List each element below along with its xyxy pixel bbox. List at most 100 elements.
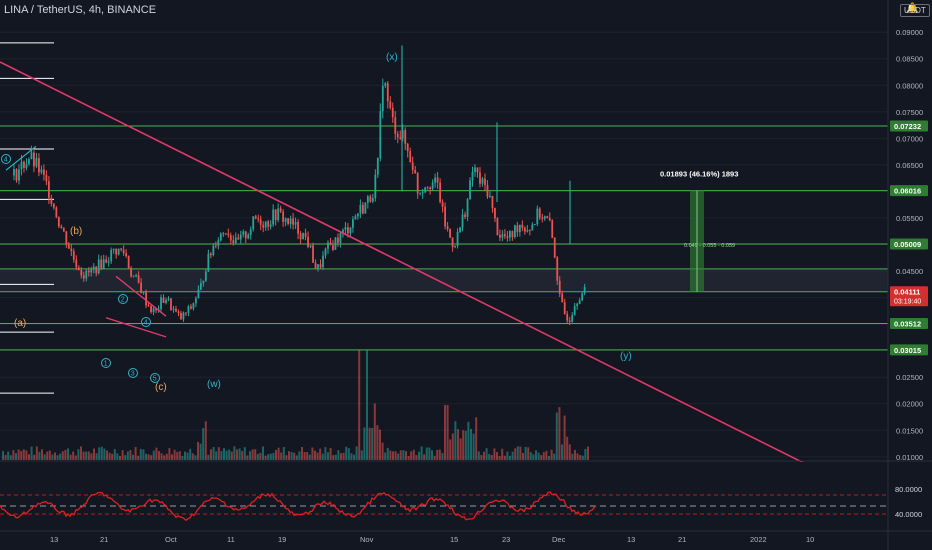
volume-bar <box>454 421 457 460</box>
volume-bar <box>251 449 254 460</box>
candle-body <box>499 234 501 238</box>
candle-body <box>312 245 314 263</box>
volume-bar <box>405 451 407 460</box>
candle-body <box>57 217 60 227</box>
candle-body <box>254 216 257 219</box>
candle-body <box>140 282 142 294</box>
candle-body <box>25 163 28 168</box>
candle-body <box>214 245 217 247</box>
volume-bar <box>223 448 225 460</box>
volume-bar <box>43 454 46 460</box>
volume-bar <box>124 455 127 460</box>
volume-bar <box>381 442 384 460</box>
currency-badge[interactable]: USDT <box>900 4 930 17</box>
volume-bar <box>412 449 415 460</box>
candle-body <box>394 117 397 134</box>
targets-label: 0.049 - 0.055 - 0.059 <box>684 243 735 249</box>
candle-body <box>337 237 339 243</box>
volume-bar <box>519 446 522 460</box>
volume-bar <box>553 453 556 460</box>
volume-bar <box>212 446 215 460</box>
price-badge <box>890 344 928 356</box>
candle-body <box>242 231 245 235</box>
candle-body <box>556 257 559 281</box>
volume-bar <box>542 452 545 460</box>
candle-body <box>344 227 347 230</box>
volume-bar <box>236 449 238 460</box>
wedge-line <box>115 275 167 317</box>
candle-body <box>327 242 329 249</box>
x-tick-label: 10 <box>806 535 814 544</box>
candle-body <box>471 171 474 181</box>
candle-body <box>401 130 404 139</box>
candle-body <box>122 249 125 253</box>
wave-label: (a) <box>14 318 26 329</box>
volume-bar <box>308 454 311 460</box>
volume-bar <box>241 450 244 460</box>
volume-bar <box>202 428 205 460</box>
candle-body <box>384 83 387 86</box>
candle-body <box>244 231 247 239</box>
volume-bar <box>295 455 298 460</box>
volume-bar <box>142 449 145 460</box>
candle-body <box>100 259 103 269</box>
volume-bar <box>490 454 493 460</box>
volume-bar <box>503 455 506 460</box>
volume-bar <box>25 450 28 460</box>
volume-bar <box>418 451 420 460</box>
candle-body <box>204 271 207 281</box>
wave-marker <box>118 294 128 304</box>
volume-bar <box>379 429 381 460</box>
candle-body <box>461 214 464 228</box>
volume-bar <box>535 450 537 460</box>
price-badge-label: 0.07232 <box>894 122 921 131</box>
volume-bar <box>132 454 134 460</box>
candle-body <box>279 208 282 212</box>
bell-icon[interactable]: 🔔 <box>906 3 919 14</box>
volume-bar <box>77 449 80 460</box>
volume-bar <box>306 452 309 460</box>
candle-body <box>257 218 260 220</box>
price-badge <box>890 185 928 197</box>
volume-bar <box>48 450 51 460</box>
volume-bar <box>457 429 459 460</box>
volume-bar <box>555 412 558 460</box>
candle-body <box>65 231 68 245</box>
candle-body <box>486 185 489 197</box>
x-tick-label: 23 <box>502 535 510 544</box>
volume-bar <box>303 451 306 460</box>
wave-marker <box>141 317 151 327</box>
volume-bar <box>516 446 519 460</box>
candle-body <box>531 224 534 231</box>
volume-bar <box>501 448 504 460</box>
candle-body <box>476 167 479 173</box>
candle-body <box>252 216 255 230</box>
candle-body <box>175 308 177 312</box>
candle-body <box>516 225 519 233</box>
x-tick-label: 2022 <box>750 535 767 544</box>
candle-body <box>30 152 33 160</box>
candle-body <box>50 197 53 204</box>
candle-body <box>207 253 210 272</box>
volume-bar <box>184 451 186 460</box>
volume-bar <box>249 451 251 460</box>
volume-bar <box>7 451 10 460</box>
volume-bar <box>376 425 379 460</box>
volume-bar <box>116 453 119 460</box>
volume-bar <box>259 452 262 460</box>
candle-body <box>466 199 469 217</box>
volume-bar <box>103 448 106 460</box>
candle-body <box>501 234 504 238</box>
volume-bar <box>321 453 324 460</box>
candle-body <box>142 292 145 294</box>
candle-body <box>192 303 195 309</box>
volume-bar <box>285 455 288 460</box>
volume-bar <box>113 449 116 460</box>
volume-bar <box>163 455 166 460</box>
candle-body <box>521 224 524 228</box>
candle-body <box>441 202 444 207</box>
candle-body <box>287 218 290 224</box>
volume-bar <box>355 446 358 460</box>
candle-body <box>481 178 484 184</box>
